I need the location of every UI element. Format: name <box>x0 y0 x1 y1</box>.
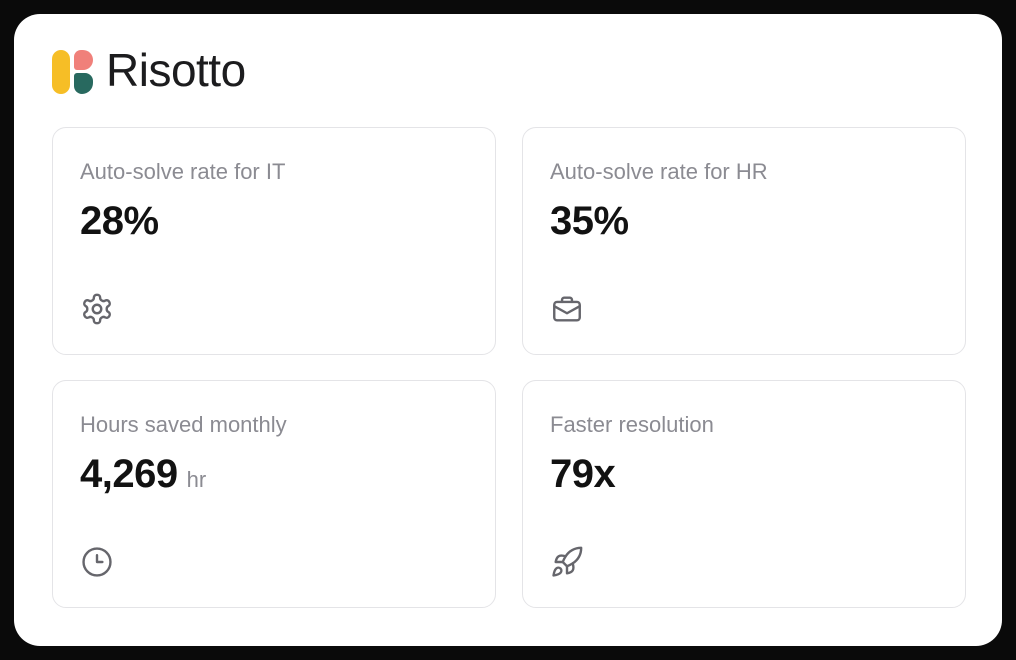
stat-value: 4,269 <box>80 451 178 496</box>
stat-label: Hours saved monthly <box>80 412 287 437</box>
brand-name: Risotto <box>106 44 246 96</box>
briefcase-icon <box>550 292 584 326</box>
stat-value: 35% <box>550 198 629 243</box>
risotto-logo-icon <box>52 50 93 94</box>
stat-card-faster-resolution: Faster resolution 79x <box>522 380 966 608</box>
stat-card-hours-saved: Hours saved monthly 4,269 hr <box>52 380 496 608</box>
stat-value-row: 79x <box>550 452 938 496</box>
gear-icon <box>80 292 114 326</box>
stat-label: Auto-solve rate for HR <box>550 159 768 184</box>
stat-label: Auto-solve rate for IT <box>80 159 286 184</box>
stat-value: 79x <box>550 451 616 496</box>
clock-icon <box>80 545 114 579</box>
main-panel: Risotto Auto-solve rate for IT 28% Auto-… <box>14 14 1002 646</box>
stat-value-row: 4,269 hr <box>80 452 468 496</box>
logo-yellow-bar <box>52 50 70 94</box>
brand-header: Risotto <box>52 44 966 96</box>
stat-unit: hr <box>186 466 207 492</box>
logo-right-column <box>74 50 93 94</box>
stat-card-auto-solve-it: Auto-solve rate for IT 28% <box>52 127 496 355</box>
logo-teal-shape <box>74 73 93 94</box>
rocket-icon <box>550 545 584 579</box>
stats-grid: Auto-solve rate for IT 28% Auto-solve ra… <box>52 127 966 608</box>
logo-pink-shape <box>74 50 93 70</box>
stat-value-row: 35% <box>550 199 938 243</box>
stat-card-auto-solve-hr: Auto-solve rate for HR 35% <box>522 127 966 355</box>
stat-value: 28% <box>80 198 159 243</box>
stat-label: Faster resolution <box>550 412 714 437</box>
stat-value-row: 28% <box>80 199 468 243</box>
